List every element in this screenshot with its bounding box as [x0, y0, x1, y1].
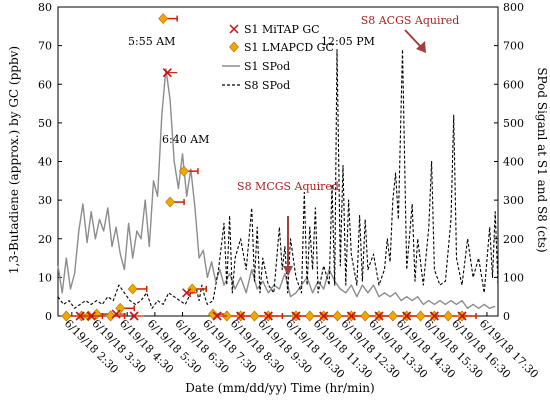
- legend-entry-s1spod: S1 SPod: [222, 60, 290, 73]
- y-right-tick-label: 700: [503, 40, 524, 53]
- y-left-tick-label: 0: [45, 310, 52, 323]
- y-right-tick-label: 600: [503, 78, 524, 91]
- y-right-tick-label: 100: [503, 271, 524, 284]
- y-right-tick-label: 500: [503, 117, 524, 130]
- point-lmapcd: [187, 283, 198, 295]
- legend-label-s1spod: S1 SPod: [244, 60, 290, 73]
- point-mitap: [86, 311, 96, 321]
- point-lmapcd: [387, 310, 398, 322]
- point-mitap: [319, 311, 329, 321]
- y-right-tick-label: 400: [503, 156, 524, 169]
- annotation-s8-acgs: S8 ACGS Aquired: [361, 14, 460, 27]
- point-lmapcd: [332, 310, 343, 322]
- annotation-1205pm: 12:05 PM: [321, 35, 375, 48]
- legend-label-mitap: S1 MiTAP GC: [244, 23, 320, 36]
- point-lmapcd: [249, 310, 260, 322]
- y-left-tick-label: 40: [38, 156, 52, 169]
- point-lmapcd: [127, 283, 138, 295]
- point-lmapcd: [304, 310, 315, 322]
- series-line-s8-spod: [57, 48, 499, 309]
- y-axis-left-title: 1,3-Butadiene (approx.) by GC (ppbv): [7, 46, 21, 274]
- legend-label-s8spod: S8 SPod: [244, 79, 290, 92]
- point-lmapcd: [105, 310, 116, 322]
- legend-entry-s8spod: S8 SPod: [222, 79, 290, 92]
- y-axis-right-title: SPod Siganl at S1 and S8 (cts): [535, 67, 549, 252]
- point-lmapcd: [179, 165, 189, 177]
- point-mitap: [374, 311, 384, 321]
- point-mitap: [182, 288, 192, 298]
- y-right-tick-label: 200: [503, 233, 524, 246]
- annotation-555am: 5:55 AM: [128, 35, 175, 48]
- x-axis-title: Date (mm/dd/yy) Time (hr/min): [185, 381, 374, 395]
- point-lmapcd: [115, 302, 126, 314]
- legend-entry-mitap: S1 MiTAP GC: [229, 23, 320, 36]
- series-line-s1-spod: [57, 68, 496, 309]
- y-left-tick-label: 50: [38, 117, 52, 130]
- point-mitap: [129, 311, 139, 321]
- point-mitap: [75, 311, 85, 321]
- point-mitap: [236, 311, 246, 321]
- annotation-640am: 6:40 AM: [162, 133, 209, 146]
- legend: S1 MiTAP GC S1 LMAPCD GC S1 SPod S8 SPod: [222, 23, 334, 92]
- point-mitap: [162, 68, 172, 78]
- y-left-tick-label: 30: [38, 194, 52, 207]
- legend-label-lmapcd: S1 LMAPCD GC: [244, 41, 334, 54]
- point-lmapcd: [415, 310, 426, 322]
- point-mitap: [457, 311, 467, 321]
- arrow-mcgs-head: [283, 266, 293, 276]
- legend-entry-lmapcd: S1 LMAPCD GC: [229, 41, 334, 54]
- arrow-acgs-head: [416, 41, 426, 53]
- point-mitap: [111, 309, 121, 319]
- annotation-s8-mcgs: S8 MCGS Aquired: [237, 180, 339, 193]
- point-lmapcd: [158, 13, 169, 25]
- point-mitap: [402, 311, 412, 321]
- point-mitap: [263, 311, 273, 321]
- y-left-tick-label: 20: [38, 233, 52, 246]
- point-mitap: [291, 311, 301, 321]
- point-mitap: [346, 311, 356, 321]
- point-lmapcd: [61, 310, 72, 322]
- y-left-tick-label: 10: [38, 271, 52, 284]
- annotations: 5:55 AM 6:40 AM 12:05 PM S8 MCGS Aquired…: [128, 14, 459, 276]
- point-lmapcd: [360, 310, 371, 322]
- y-right-tick-label: 0: [503, 310, 510, 323]
- plot-layer: 0102030405060708001002003004005006007008…: [38, 1, 541, 381]
- legend-marker-x: [229, 24, 239, 34]
- arrow-acgs-shaft: [404, 29, 422, 48]
- y-left-tick-label: 80: [38, 1, 52, 14]
- y-left-tick-label: 70: [38, 40, 52, 53]
- legend-marker-diamond: [229, 41, 239, 53]
- point-lmapcd: [443, 310, 454, 322]
- point-lmapcd: [165, 196, 175, 208]
- point-mitap: [429, 311, 439, 321]
- y-left-tick-label: 60: [38, 78, 52, 91]
- y-right-tick-label: 300: [503, 194, 524, 207]
- point-mitap: [212, 311, 222, 321]
- y-right-tick-label: 800: [503, 1, 524, 14]
